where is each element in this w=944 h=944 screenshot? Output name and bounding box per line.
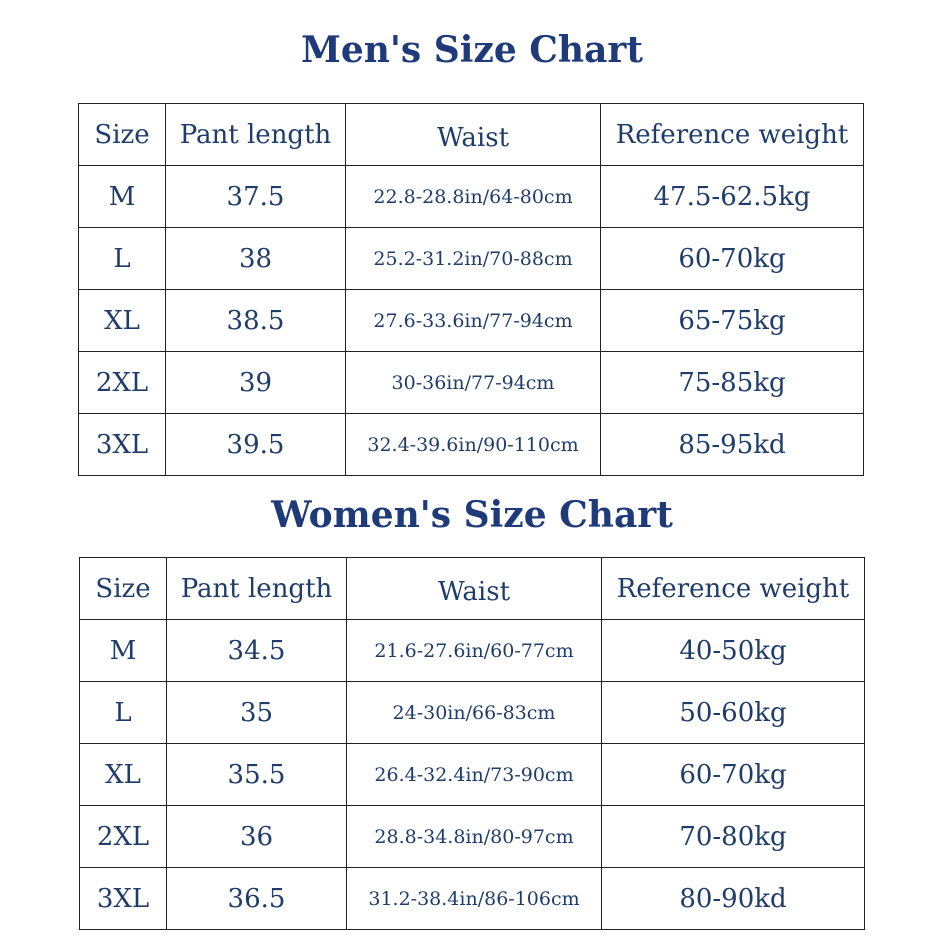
header-waist: Waist bbox=[346, 557, 602, 620]
cell-pant-length: 38 bbox=[165, 227, 346, 290]
cell-reference-weight: 60-70kg bbox=[601, 743, 865, 806]
header-size: Size bbox=[79, 557, 167, 620]
cell-waist: 27.6-33.6in/77-94cm bbox=[345, 289, 601, 352]
header-pant-length: Pant length bbox=[166, 557, 347, 620]
cell-reference-weight: 60-70kg bbox=[600, 227, 864, 290]
women-size-chart-title: Women's Size Chart bbox=[271, 494, 673, 536]
table-header-row: Size Pant length Waist Reference weight bbox=[79, 557, 865, 620]
table-row: 2XL 39 30-36in/77-94cm 75-85kg bbox=[78, 351, 864, 414]
cell-size: 2XL bbox=[79, 805, 167, 868]
table-row: L 35 24-30in/66-83cm 50-60kg bbox=[79, 681, 865, 744]
cell-waist: 28.8-34.8in/80-97cm bbox=[346, 805, 602, 868]
cell-size: 3XL bbox=[79, 867, 167, 930]
table-header-row: Size Pant length Waist Reference weight bbox=[78, 103, 864, 166]
header-reference-weight: Reference weight bbox=[600, 103, 864, 166]
cell-pant-length: 35.5 bbox=[166, 743, 347, 806]
table-row: XL 38.5 27.6-33.6in/77-94cm 65-75kg bbox=[78, 289, 864, 352]
header-reference-weight: Reference weight bbox=[601, 557, 865, 620]
cell-pant-length: 39.5 bbox=[165, 413, 346, 476]
women-size-table: Size Pant length Waist Reference weight … bbox=[79, 557, 865, 930]
cell-size: L bbox=[79, 681, 167, 744]
cell-pant-length: 38.5 bbox=[165, 289, 346, 352]
cell-waist: 31.2-38.4in/86-106cm bbox=[346, 867, 602, 930]
cell-reference-weight: 70-80kg bbox=[601, 805, 865, 868]
cell-size: M bbox=[78, 165, 166, 228]
cell-pant-length: 39 bbox=[165, 351, 346, 414]
cell-pant-length: 36 bbox=[166, 805, 347, 868]
cell-reference-weight: 40-50kg bbox=[601, 619, 865, 682]
table-row: 3XL 39.5 32.4-39.6in/90-110cm 85-95kd bbox=[78, 413, 864, 476]
cell-reference-weight: 47.5-62.5kg bbox=[600, 165, 864, 228]
cell-reference-weight: 75-85kg bbox=[600, 351, 864, 414]
cell-pant-length: 37.5 bbox=[165, 165, 346, 228]
cell-size: 2XL bbox=[78, 351, 166, 414]
table-row: 2XL 36 28.8-34.8in/80-97cm 70-80kg bbox=[79, 805, 865, 868]
table-row: L 38 25.2-31.2in/70-88cm 60-70kg bbox=[78, 227, 864, 290]
cell-waist: 21.6-27.6in/60-77cm bbox=[346, 619, 602, 682]
table-row: M 37.5 22.8-28.8in/64-80cm 47.5-62.5kg bbox=[78, 165, 864, 228]
header-waist: Waist bbox=[345, 103, 601, 166]
cell-size: XL bbox=[78, 289, 166, 352]
cell-reference-weight: 80-90kd bbox=[601, 867, 865, 930]
table-row: 3XL 36.5 31.2-38.4in/86-106cm 80-90kd bbox=[79, 867, 865, 930]
cell-pant-length: 36.5 bbox=[166, 867, 347, 930]
header-size: Size bbox=[78, 103, 166, 166]
cell-waist: 22.8-28.8in/64-80cm bbox=[345, 165, 601, 228]
cell-waist: 24-30in/66-83cm bbox=[346, 681, 602, 744]
cell-pant-length: 35 bbox=[166, 681, 347, 744]
cell-size: L bbox=[78, 227, 166, 290]
cell-reference-weight: 50-60kg bbox=[601, 681, 865, 744]
cell-waist: 32.4-39.6in/90-110cm bbox=[345, 413, 601, 476]
header-pant-length: Pant length bbox=[165, 103, 346, 166]
cell-pant-length: 34.5 bbox=[166, 619, 347, 682]
cell-waist: 30-36in/77-94cm bbox=[345, 351, 601, 414]
table-row: XL 35.5 26.4-32.4in/73-90cm 60-70kg bbox=[79, 743, 865, 806]
cell-reference-weight: 85-95kd bbox=[600, 413, 864, 476]
cell-waist: 25.2-31.2in/70-88cm bbox=[345, 227, 601, 290]
cell-waist: 26.4-32.4in/73-90cm bbox=[346, 743, 602, 806]
cell-reference-weight: 65-75kg bbox=[600, 289, 864, 352]
men-size-table: Size Pant length Waist Reference weight … bbox=[78, 103, 864, 476]
table-row: M 34.5 21.6-27.6in/60-77cm 40-50kg bbox=[79, 619, 865, 682]
men-size-chart-title: Men's Size Chart bbox=[300, 29, 644, 71]
cell-size: XL bbox=[79, 743, 167, 806]
cell-size: 3XL bbox=[78, 413, 166, 476]
cell-size: M bbox=[79, 619, 167, 682]
